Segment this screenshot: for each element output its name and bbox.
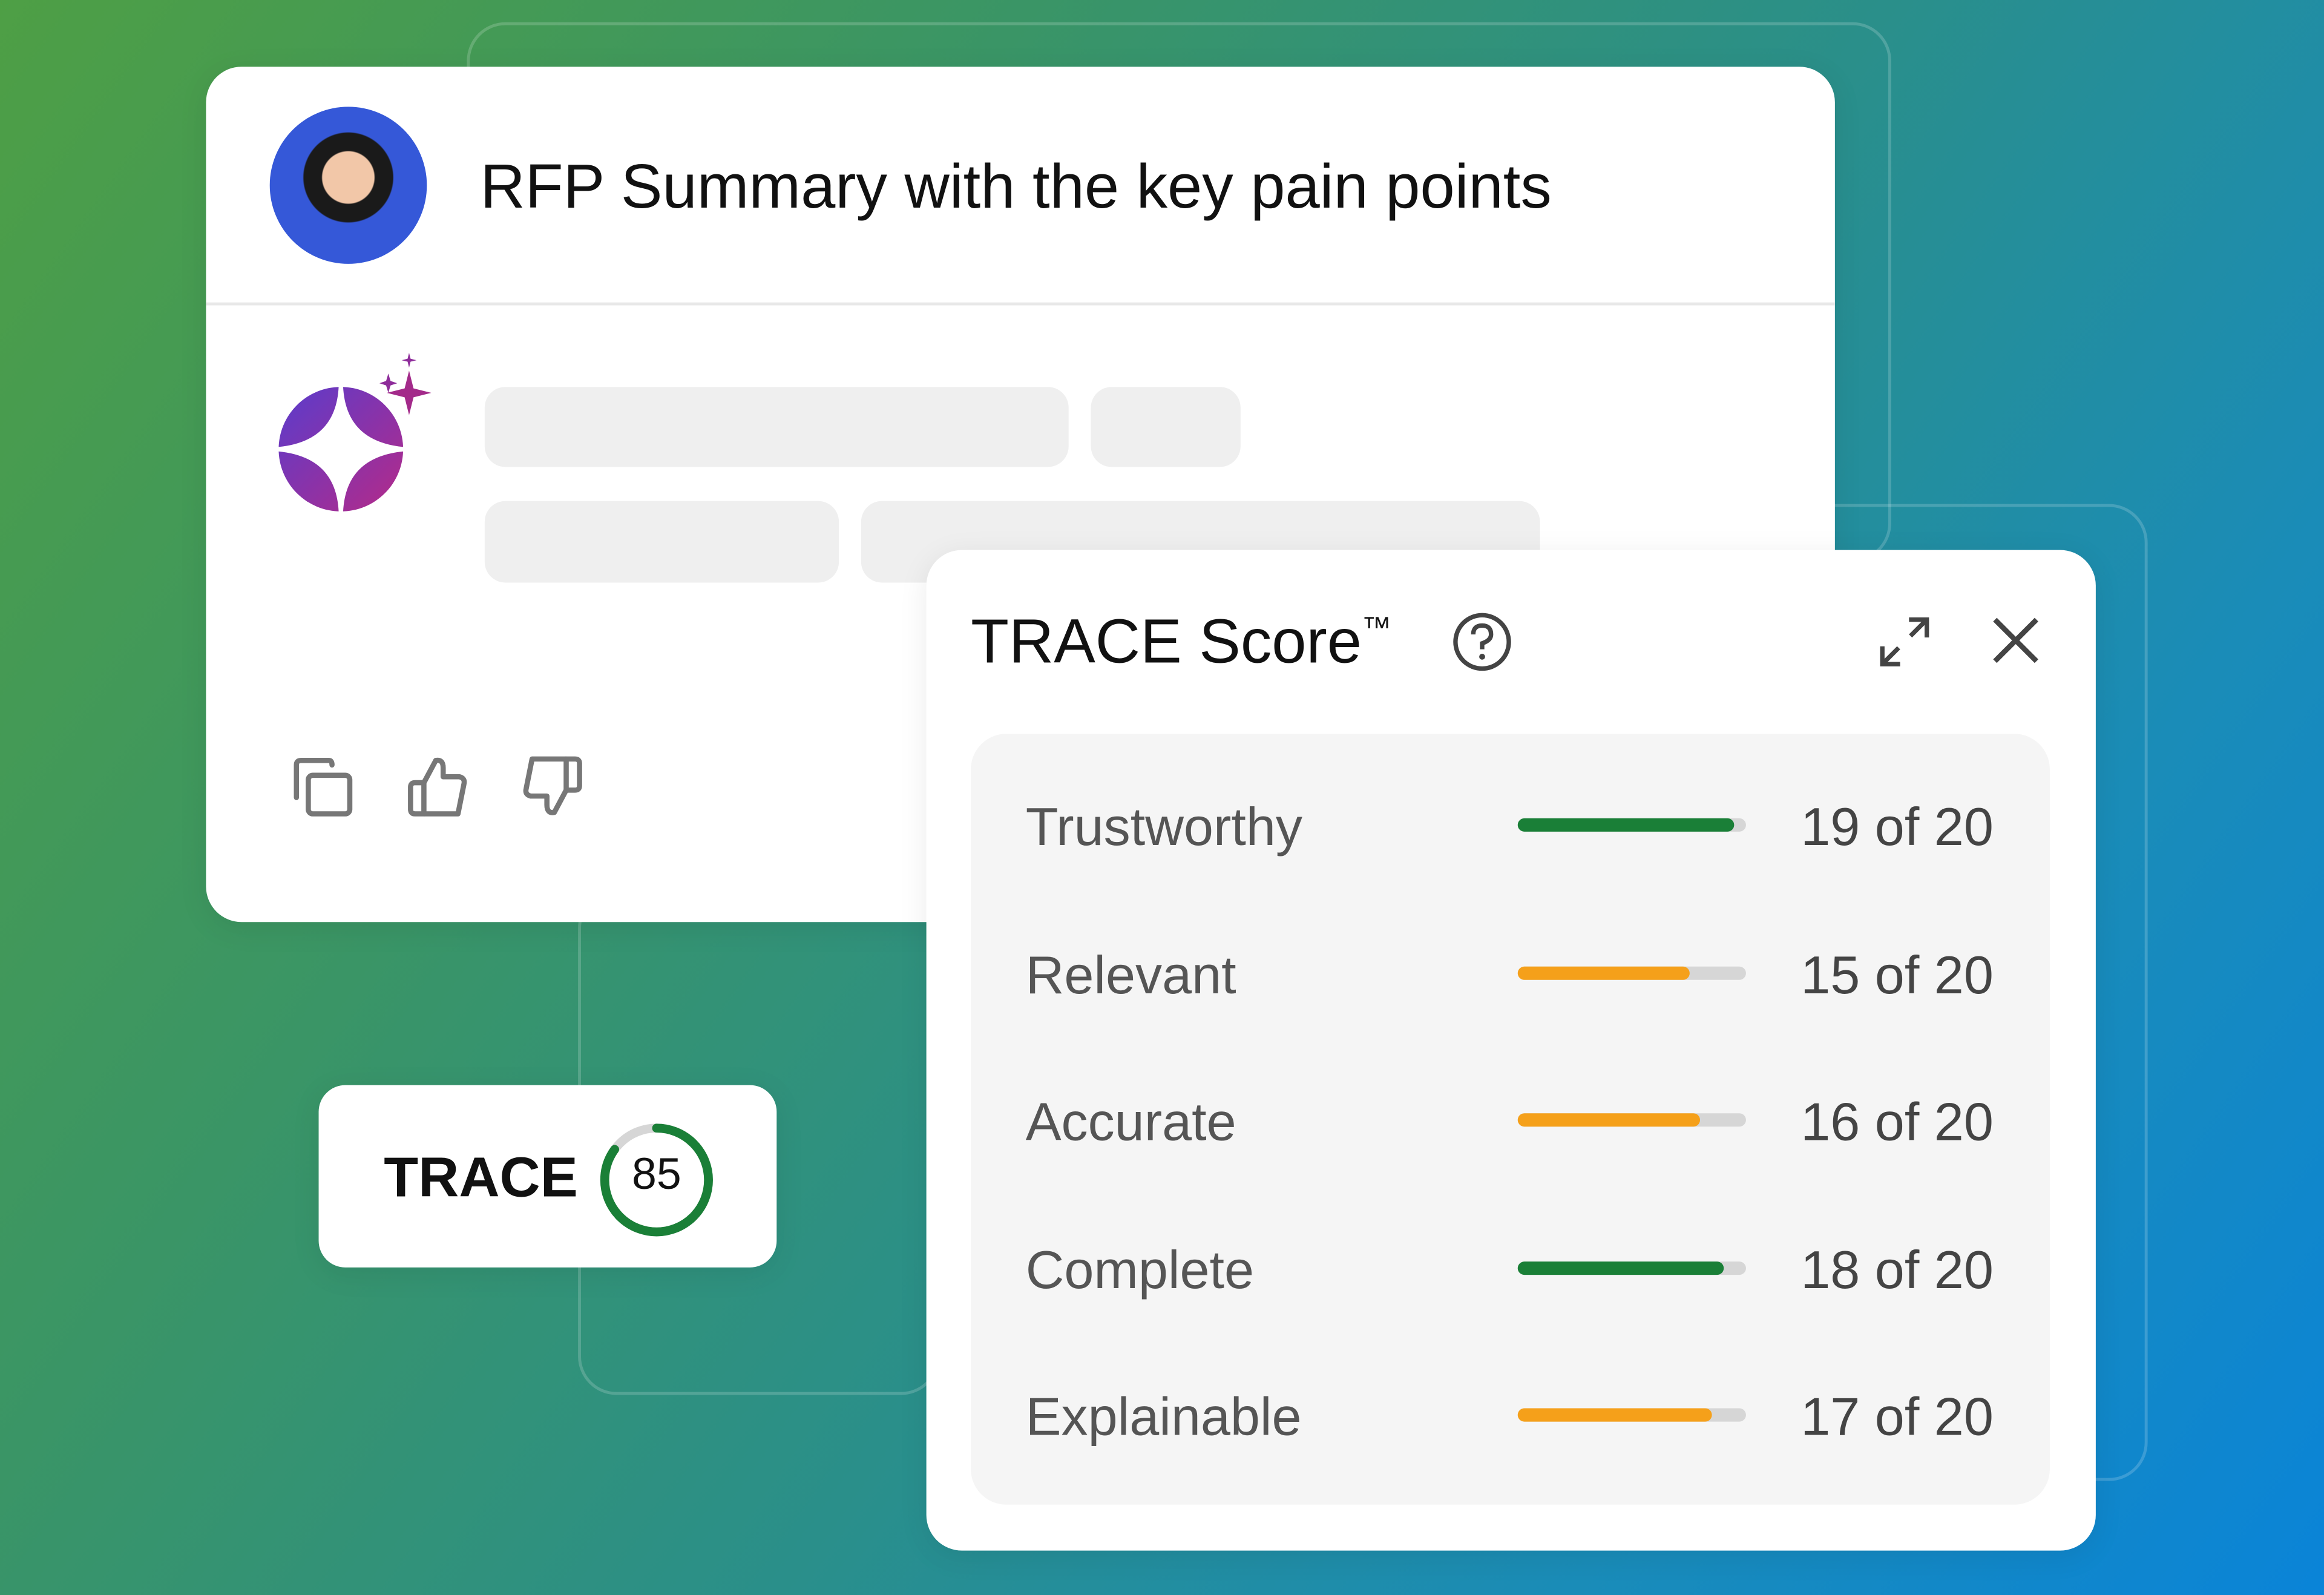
help-icon[interactable]	[1451, 611, 1514, 673]
score-bar-track	[1517, 1408, 1746, 1422]
score-bar-track	[1517, 1260, 1746, 1274]
ai-assistant-icon	[278, 352, 432, 512]
score-value: 16 of 20	[1800, 1091, 1994, 1152]
thumbs-down-icon[interactable]	[520, 753, 586, 818]
score-row-explainable: Explainable 17 of 20	[971, 1379, 2050, 1453]
thumbs-up-icon[interactable]	[405, 753, 470, 818]
copy-icon[interactable]	[290, 753, 356, 818]
score-bar-fill	[1517, 818, 1735, 832]
trademark: ™	[1361, 612, 1391, 645]
score-row-trustworthy: Trustworthy 19 of 20	[971, 789, 2050, 863]
score-label: Trustworthy	[1025, 796, 1302, 857]
skeleton-line	[484, 387, 1069, 467]
trace-badge-score: 85	[632, 1150, 681, 1200]
score-value: 15 of 20	[1800, 943, 1994, 1005]
score-bar-track	[1517, 818, 1746, 832]
trace-score-ring	[600, 1123, 713, 1237]
score-bar-track	[1517, 1113, 1746, 1127]
score-row-accurate: Accurate 16 of 20	[971, 1084, 2050, 1157]
score-label: Complete	[1025, 1238, 1255, 1300]
score-label: Accurate	[1025, 1091, 1236, 1152]
score-bar-fill	[1517, 965, 1689, 979]
expand-icon[interactable]	[1878, 615, 1931, 668]
score-list: Trustworthy 19 of 20 Relevant 15 of 20 Acc…	[971, 734, 2050, 1505]
trace-badge-label: TRACE	[384, 1147, 578, 1210]
trace-score-panel: TRACE Score™ Trustworthy 19 of 20 Relevan…	[926, 550, 2096, 1551]
score-bar-fill	[1517, 1260, 1724, 1274]
avatar	[269, 107, 427, 264]
score-value: 18 of 20	[1800, 1238, 1994, 1300]
panel-title-text: TRACE Score	[971, 606, 1362, 676]
skeleton-line	[484, 501, 839, 583]
score-label: Explainable	[1025, 1386, 1302, 1447]
score-value: 17 of 20	[1800, 1386, 1994, 1447]
score-value: 19 of 20	[1800, 796, 1994, 857]
score-bar-track	[1517, 965, 1746, 979]
score-bar-fill	[1517, 1408, 1712, 1422]
skeleton-line	[1091, 387, 1241, 467]
score-bar-fill	[1517, 1113, 1701, 1127]
score-row-relevant: Relevant 15 of 20	[971, 936, 2050, 1010]
trace-badge[interactable]: TRACE 85	[318, 1085, 777, 1268]
panel-title: TRACE Score™	[971, 607, 1391, 678]
close-icon[interactable]	[1991, 615, 2041, 665]
score-label: Relevant	[1025, 943, 1236, 1005]
prompt-title: RFP Summary with the key pain points	[480, 151, 1552, 221]
score-row-complete: Complete 18 of 20	[971, 1231, 2050, 1305]
chat-header	[206, 67, 1835, 306]
